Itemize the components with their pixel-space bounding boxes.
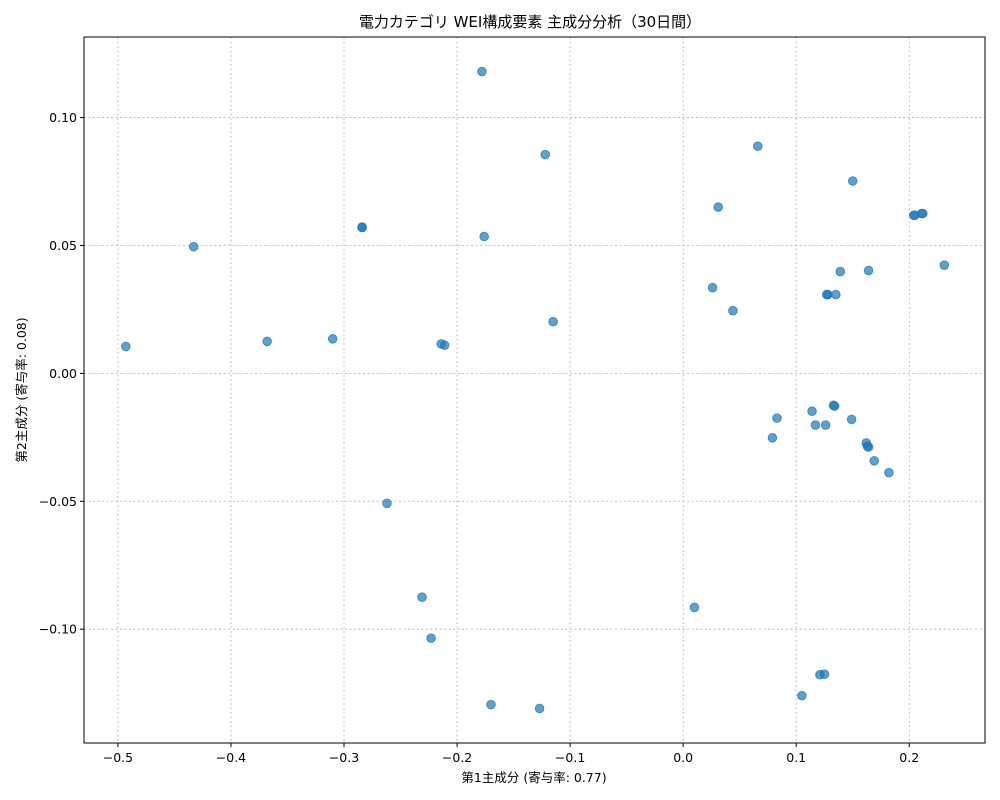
x-tick-label: −0.5 <box>103 750 133 765</box>
data-point <box>540 149 551 160</box>
data-point <box>807 406 817 417</box>
data-point <box>869 456 880 466</box>
data-point <box>819 669 830 679</box>
data-point <box>810 420 821 430</box>
x-tick-label: −0.3 <box>329 750 359 765</box>
data-point <box>477 66 487 77</box>
x-tick-label: 0.1 <box>786 750 806 765</box>
data-point <box>188 241 199 252</box>
y-tick-label: 0.10 <box>49 110 77 125</box>
axes-frame <box>83 36 986 744</box>
data-point <box>713 202 724 212</box>
data-point <box>797 690 807 701</box>
data-point <box>767 433 778 443</box>
data-point <box>823 289 833 300</box>
data-point <box>835 266 846 277</box>
x-tick-label: 0.0 <box>673 750 693 765</box>
data-point <box>939 260 950 270</box>
y-tick-label: 0.05 <box>49 238 77 253</box>
data-point <box>829 401 840 411</box>
scatter-points <box>121 66 950 714</box>
data-point <box>846 414 857 425</box>
data-point <box>728 305 738 316</box>
y-tick-label: 0.00 <box>49 366 77 381</box>
chart-title: 電力カテゴリ WEI構成要素 主成分分析（30日間） <box>359 13 701 31</box>
data-point <box>918 208 928 219</box>
data-point <box>486 699 496 710</box>
data-point <box>426 633 436 643</box>
data-point <box>830 289 841 300</box>
x-tick-label: −0.4 <box>216 750 246 765</box>
data-point <box>689 602 700 613</box>
data-point <box>884 467 894 478</box>
data-point <box>382 498 392 509</box>
data-point <box>772 413 782 423</box>
data-point <box>863 265 874 276</box>
data-point <box>707 282 718 293</box>
data-point <box>357 222 367 233</box>
data-point <box>820 420 831 430</box>
x-tick-label: 0.2 <box>899 750 919 765</box>
x-axis-label: 第1主成分 (寄与率: 0.77) <box>461 770 606 785</box>
y-tick-label: −0.05 <box>39 494 77 509</box>
data-point <box>479 231 489 242</box>
data-point <box>121 341 131 352</box>
y-axis-label: 第2主成分 (寄与率: 0.08) <box>14 317 29 462</box>
y-tick-label: −0.10 <box>39 622 77 637</box>
data-point <box>534 703 545 714</box>
x-tick-label: −0.1 <box>555 750 585 765</box>
data-point <box>752 141 763 152</box>
data-point <box>847 176 858 186</box>
x-tick-label: −0.2 <box>442 750 472 765</box>
tick-layer: −0.5 −0.4 −0.3 −0.2 −0.1 0.0 0.1 0.2 −0.10 −0.05 0… <box>39 110 920 765</box>
data-point <box>417 592 427 602</box>
data-point <box>262 336 272 347</box>
data-point <box>548 316 558 327</box>
data-point <box>439 340 450 351</box>
data-point <box>327 334 338 344</box>
grid-layer <box>84 37 985 743</box>
data-point <box>863 442 874 452</box>
